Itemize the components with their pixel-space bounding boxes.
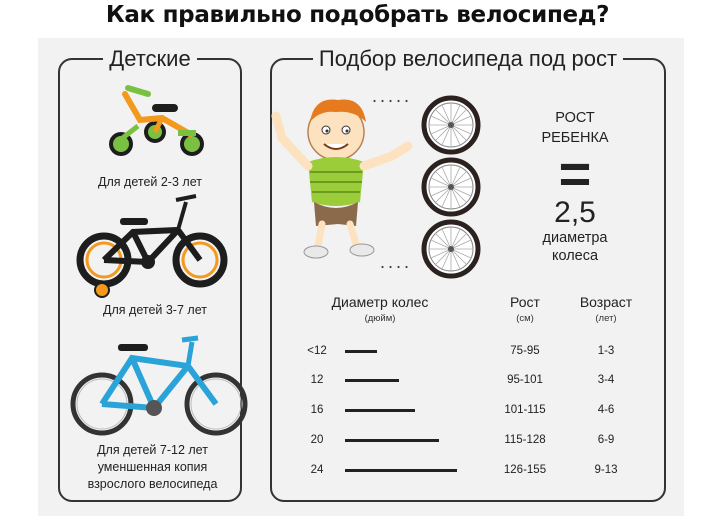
header-diameter-unit: (дюйм) [364,313,396,324]
child-bike-image [76,194,228,298]
dotted-line-top: ..... [372,86,413,106]
row-height: 115-128 [504,434,546,446]
header-age-unit: (лет) [595,313,617,324]
caption-age-3-7: Для детей 3-7 лет [103,303,207,317]
diameter-bar [345,439,439,442]
header-height: Рост [510,294,540,310]
formula-child: РЕБЕНКА [541,130,609,146]
formula-value: 2,5 [554,196,596,229]
row-height: 75-95 [510,345,540,357]
diameter-bar [345,350,377,353]
row-age: 4-6 [597,404,615,416]
row-diameter: <12 [307,345,327,357]
height-fit-title-wrap: Подбор велосипеда под рост [272,46,664,72]
wheel-icon [421,157,481,217]
formula-height: РОСТ [555,110,595,126]
tricycle-image [109,85,204,156]
row-age: 3-4 [597,374,615,386]
caption-age-7-12: Для детей 7-12 лет [97,443,208,457]
header-age: Возраст [579,294,633,310]
kids-bikes-title: Детские [103,46,197,71]
height-fit-title: Подбор велосипеда под рост [312,46,624,71]
kids-bikes-box: Детские [58,46,242,502]
row-age: 9-13 [594,464,618,476]
diameter-bar [345,379,399,382]
row-diameter: 20 [310,434,324,446]
caption-age-2-3: Для детей 2-3 лет [98,175,202,189]
formula-equals: = [558,142,592,205]
row-diameter: 16 [310,404,324,416]
boy-illustration [271,99,413,259]
kids-bikes-title-wrap: Детские [60,46,240,72]
wheel-icon [421,95,481,155]
row-diameter: 12 [310,374,324,386]
row-age: 1-3 [597,345,615,357]
row-height: 95-101 [507,374,543,386]
header-height-unit: (см) [516,313,534,324]
formula-diameter: диаметра [542,230,608,246]
dotted-line-bottom: .... [380,252,413,272]
row-height: 126-155 [503,464,547,476]
diameter-bar [345,409,415,412]
formula-wheel: колеса [551,248,599,264]
diameter-bar [345,469,457,472]
row-diameter: 24 [310,464,324,476]
row-age: 6-9 [597,434,615,446]
wheel-icon [421,219,481,279]
teen-bike-image [70,335,248,436]
header-diameter: Диаметр колес [331,294,429,310]
caption-reduced-copy: уменшенная копия [97,460,208,474]
page-title: Как правильно подобрать велосипед? [105,2,610,28]
caption-adult-bike: взрослого велосипеда [87,477,218,491]
height-fit-box: Подбор велосипеда под рост [270,46,666,502]
row-height: 101-115 [504,404,546,416]
